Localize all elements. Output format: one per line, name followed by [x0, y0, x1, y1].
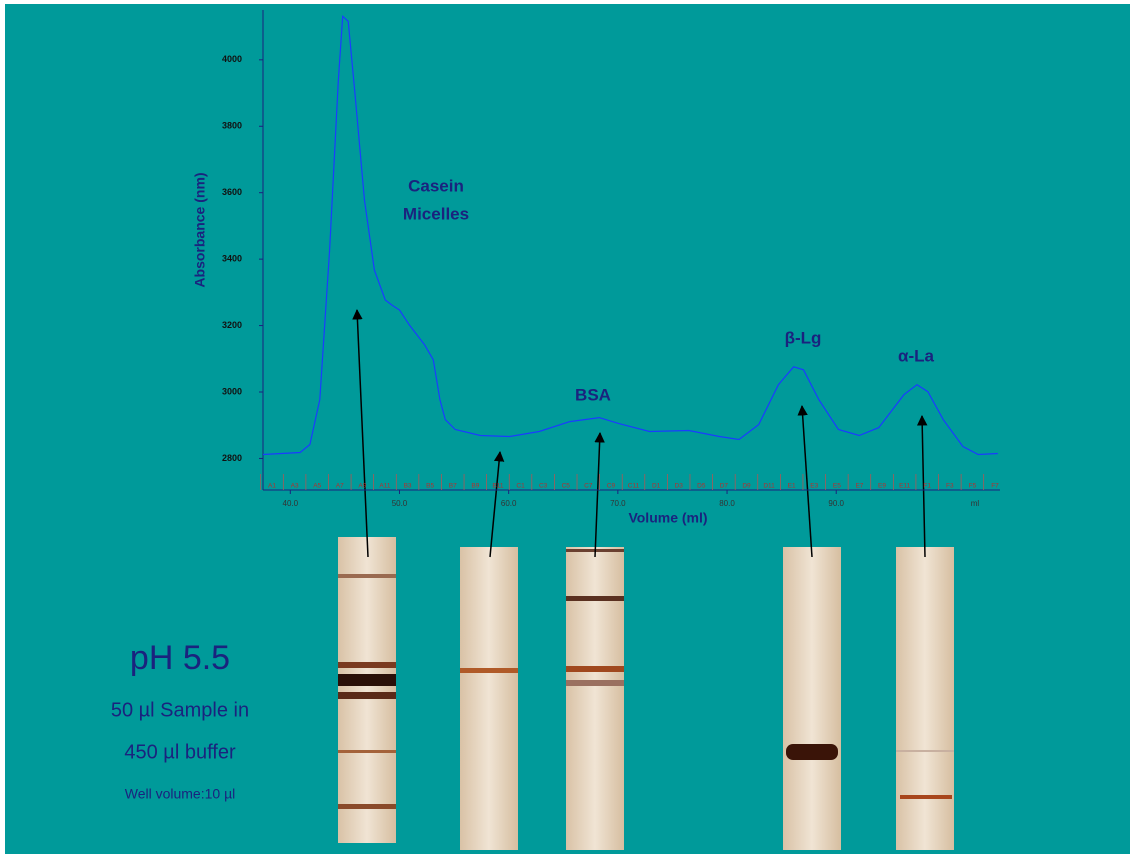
fraction-label: D11 [763, 483, 775, 490]
well-label: Well volume:10 µl [125, 786, 236, 802]
peak-label: BSA [575, 385, 611, 404]
fraction-label: D7 [720, 483, 729, 490]
y-tick-label: 3800 [222, 121, 242, 131]
fraction-label: F7 [991, 483, 999, 490]
fraction-label: E11 [899, 483, 910, 490]
fraction-label: A3 [291, 483, 299, 490]
y-tick-label: 3200 [222, 320, 242, 330]
sample-label: 50 µl Sample in [111, 699, 249, 721]
x-axis-title: Volume (ml) [628, 510, 707, 526]
gel-lane [783, 547, 841, 850]
fraction-label: A9 [358, 483, 366, 490]
fraction-label: F3 [946, 483, 954, 490]
fraction-label: B3 [404, 483, 412, 490]
fraction-label: A11 [379, 483, 390, 490]
y-tick-label: 2800 [222, 453, 242, 463]
fraction-label: E3 [810, 483, 818, 490]
fraction-label: C9 [607, 483, 616, 490]
fraction-label: D5 [697, 483, 706, 490]
peak-label: β-Lg [785, 328, 822, 347]
fraction-label: E1 [788, 483, 796, 490]
gel-lane [566, 547, 624, 850]
x-tick-label: 40.0 [283, 499, 299, 508]
fraction-label: F5 [969, 483, 977, 490]
fraction-label: A7 [336, 483, 344, 490]
peak-label: α-La [898, 346, 934, 365]
fraction-label: D1 [652, 483, 661, 490]
peak-label: Micelles [403, 204, 469, 223]
fraction-label: C1 [516, 483, 525, 490]
fraction-label: B7 [449, 483, 457, 490]
y-tick-label: 4000 [222, 54, 242, 64]
x-tick-label: 60.0 [501, 499, 517, 508]
buffer-label: 450 µl buffer [124, 741, 236, 763]
fraction-label: F1 [923, 483, 931, 490]
fraction-label: B5 [426, 483, 434, 490]
x-unit: ml [971, 499, 980, 508]
fraction-label: B9 [471, 483, 479, 490]
y-tick-label: 3600 [222, 187, 242, 197]
fraction-label: C11 [628, 483, 640, 490]
fraction-label: E5 [833, 483, 841, 490]
fraction-label: D3 [675, 483, 684, 490]
x-tick-label: 70.0 [610, 499, 626, 508]
ph-label: pH 5.5 [130, 639, 230, 677]
x-tick-label: 90.0 [828, 499, 844, 508]
y-axis-title: Absorbance (nm) [192, 172, 208, 287]
peak-label: Casein [408, 176, 464, 195]
y-tick-label: 3000 [222, 386, 242, 396]
fraction-label: A1 [268, 483, 276, 490]
y-tick-label: 3400 [222, 254, 242, 264]
fraction-label: A5 [313, 483, 321, 490]
x-tick-label: 50.0 [392, 499, 408, 508]
gel-lane [896, 547, 954, 850]
fraction-label: B11 [492, 483, 503, 490]
gel-lane [338, 537, 396, 843]
x-tick-label: 80.0 [719, 499, 735, 508]
page: pH 5.5 50 µl Sample in 450 µl buffer Wel… [0, 0, 1135, 863]
fraction-label: E7 [855, 483, 863, 490]
fraction-label: C7 [584, 483, 593, 490]
gel-lane [460, 547, 518, 850]
fraction-label: C3 [539, 483, 548, 490]
fraction-label: D9 [742, 483, 751, 490]
slide: pH 5.5 50 µl Sample in 450 µl buffer Wel… [0, 0, 1135, 858]
fraction-label: C5 [562, 483, 571, 490]
fraction-label: E9 [878, 483, 886, 490]
